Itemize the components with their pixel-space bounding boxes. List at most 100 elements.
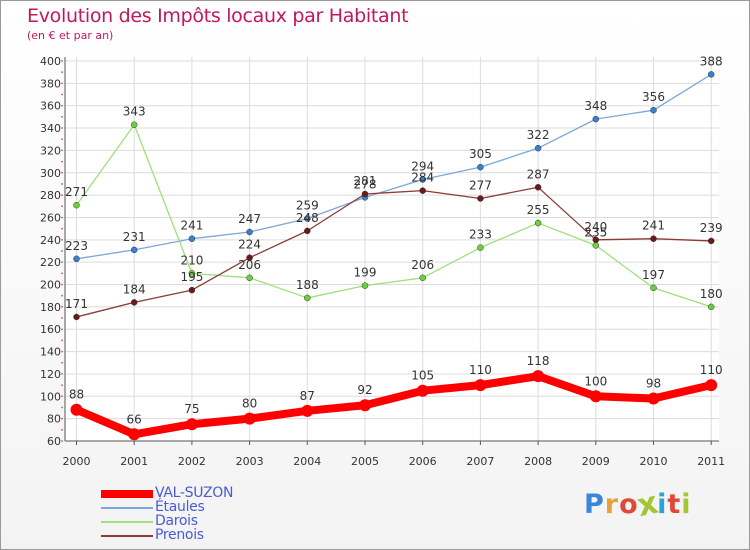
data-point	[705, 379, 718, 392]
logo-letter: P	[584, 489, 605, 520]
data-label: 224	[238, 238, 261, 252]
y-tick-label: 140	[40, 346, 61, 359]
data-point	[477, 195, 484, 202]
data-label: 231	[123, 230, 146, 244]
data-point	[130, 299, 138, 306]
x-tick-label: 2007	[466, 455, 494, 468]
data-point	[185, 418, 198, 431]
x-tick-label: 2000	[63, 455, 91, 468]
legend-label: Prenois	[155, 527, 204, 543]
x-tick-label: 2010	[640, 455, 668, 468]
data-point	[361, 190, 369, 198]
minor-tick	[61, 417, 63, 420]
data-point	[416, 384, 429, 397]
chart-title: Evolution des Impôts locaux par Habitant	[27, 5, 409, 27]
data-label: 223	[65, 239, 88, 253]
minor-tick	[61, 149, 63, 152]
legend-swatch	[101, 490, 153, 498]
data-label: 287	[527, 167, 550, 181]
data-label: 210	[180, 253, 203, 267]
data-label: 199	[354, 266, 377, 280]
data-label: 278	[354, 177, 377, 191]
minor-tick	[61, 373, 63, 375]
logo-letter: i	[657, 489, 668, 520]
data-point	[534, 184, 542, 191]
plot-area	[65, 57, 719, 441]
data-label: 118	[527, 354, 550, 368]
data-point	[474, 379, 487, 392]
data-label: 284	[411, 171, 434, 185]
data-point	[70, 403, 83, 416]
data-point	[419, 187, 426, 194]
data-label: 92	[357, 383, 372, 397]
data-label: 259	[296, 199, 319, 213]
data-point	[304, 227, 311, 235]
data-point	[592, 115, 600, 123]
minor-tick	[61, 71, 63, 74]
data-label: 255	[527, 203, 550, 217]
data-label: 343	[123, 105, 146, 119]
data-point	[650, 106, 657, 114]
data-label: 110	[469, 363, 492, 377]
minor-tick	[61, 317, 63, 319]
y-tick-label: 380	[40, 77, 61, 90]
data-label: 105	[411, 369, 434, 383]
x-tick-label: 2009	[582, 455, 610, 468]
data-label: 239	[700, 221, 723, 235]
x-tick-label: 2003	[236, 455, 264, 468]
data-point	[188, 235, 196, 242]
data-point	[707, 237, 715, 245]
data-label: 271	[65, 185, 88, 199]
minor-tick	[61, 261, 63, 264]
data-label: 277	[469, 178, 492, 192]
y-tick-label: 60	[47, 435, 61, 448]
data-point	[130, 246, 138, 254]
data-point	[707, 303, 715, 311]
data-label: 188	[296, 278, 319, 292]
data-point	[304, 294, 311, 302]
series-line	[75, 73, 712, 260]
minor-tick	[61, 339, 63, 342]
data-point	[592, 236, 600, 244]
minor-tick	[61, 350, 63, 353]
minor-tick	[61, 283, 63, 286]
y-tick-label: 200	[40, 279, 61, 292]
data-point	[130, 121, 138, 128]
data-label: 80	[242, 397, 257, 411]
data-label: 241	[180, 219, 203, 233]
minor-tick	[61, 440, 63, 442]
data-label: 240	[584, 220, 607, 234]
chart-subtitle: (en € et par an)	[27, 29, 114, 42]
data-point	[246, 274, 253, 282]
data-point	[532, 370, 545, 383]
data-point	[534, 144, 542, 152]
data-point	[589, 390, 602, 403]
logo-letter: r	[604, 489, 620, 520]
data-label: 75	[184, 402, 199, 416]
logo-letter: i	[681, 489, 692, 520]
y-tick-label: 180	[40, 301, 61, 314]
data-label: 98	[646, 377, 661, 391]
y-tick-label: 340	[40, 122, 61, 135]
legend-label: VAL-SUZON	[155, 485, 234, 501]
logo-letter: t	[667, 489, 682, 520]
data-point	[243, 412, 256, 425]
data-label: 100	[584, 374, 607, 388]
y-tick-label: 240	[40, 234, 61, 247]
legend-label: Darois	[155, 513, 198, 529]
data-point	[477, 163, 484, 171]
minor-tick	[61, 171, 63, 174]
data-label: 180	[700, 287, 723, 301]
series-line	[75, 186, 712, 318]
y-tick-label: 120	[40, 368, 61, 381]
data-label: 305	[469, 147, 492, 161]
data-label: 388	[700, 54, 723, 68]
minor-tick	[61, 294, 63, 297]
minor-tick	[61, 115, 63, 118]
data-label: 184	[123, 282, 146, 296]
data-label: 233	[469, 228, 492, 242]
data-label: 322	[527, 128, 550, 142]
data-label: 87	[300, 389, 315, 403]
